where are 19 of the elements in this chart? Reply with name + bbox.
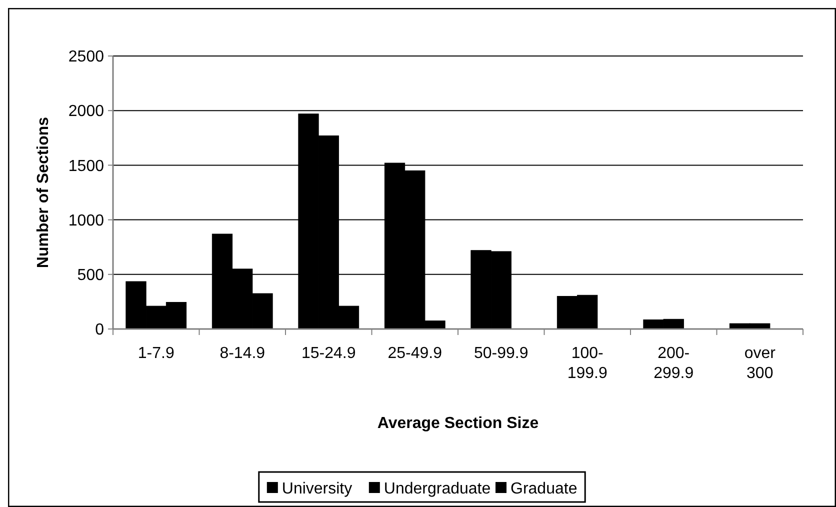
y-tick-label: 2500 xyxy=(68,48,104,66)
legend-label: Undergraduate xyxy=(384,480,491,498)
y-tick-label: 0 xyxy=(95,322,104,339)
y-tick-label: 2000 xyxy=(68,103,104,120)
x-axis-title: Average Section Size xyxy=(377,415,539,432)
x-tick-label: over 300 xyxy=(744,345,776,382)
x-tick-label: 8-14.9 xyxy=(220,345,266,362)
y-axis-title: Number of Sections xyxy=(35,116,52,268)
x-tick-label: 200-299.9 xyxy=(654,345,694,382)
x-tick-label: 25-49.9 xyxy=(388,345,442,362)
x-tick-label: 15-24.9 xyxy=(301,345,356,362)
y-tick-label: 1000 xyxy=(68,212,104,230)
y-tick-label: 1500 xyxy=(68,158,104,175)
x-tick-label: 100-199.9 xyxy=(567,345,608,382)
x-tick-label: 50-99.9 xyxy=(474,345,528,362)
legend-label: Graduate xyxy=(510,480,578,498)
y-tick-label: 500 xyxy=(77,267,104,284)
legend-label: University xyxy=(282,480,352,498)
x-tick-label: 1-7.9 xyxy=(138,345,174,362)
